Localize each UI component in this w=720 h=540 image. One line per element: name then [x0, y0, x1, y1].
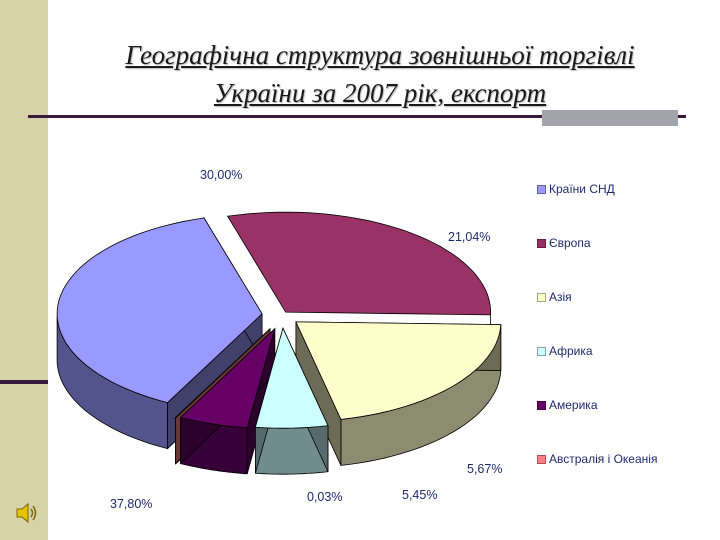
legend-swatch-0 [537, 185, 546, 195]
slice-top-4 [179, 327, 276, 429]
side-decoration-bar [0, 0, 48, 540]
legend-label-4: Америка [549, 398, 598, 412]
title-line-1: Географічна структура зовнішньої торгівл… [125, 40, 635, 70]
legend-item-4: Америка [537, 398, 598, 412]
data-label-0: 37,80% [110, 497, 153, 511]
pie-slice-2 [295, 321, 502, 466]
slice-top-3 [254, 327, 329, 429]
legend-item-2: Азія [537, 290, 572, 304]
data-label-4: 5,45% [402, 488, 438, 502]
title-divider [28, 115, 686, 118]
legend-swatch-5 [537, 455, 546, 465]
pie-slice-4 [179, 327, 276, 475]
legend-item-3: Африка [537, 344, 593, 358]
legend-label-1: Європа [549, 236, 591, 250]
legend-label-3: Африка [549, 344, 593, 358]
legend-item-1: Європа [537, 236, 591, 250]
slide-title: Географічна структура зовнішньої торгівл… [60, 36, 700, 112]
pie-slice-3 [254, 327, 329, 475]
slice-top-0 [56, 217, 263, 404]
data-label-2: 21,04% [448, 230, 491, 244]
title-line-2: України за 2007 рік, експорт [213, 78, 547, 108]
legend-swatch-3 [537, 347, 546, 357]
legend-swatch-1 [537, 239, 546, 249]
slice-top-1 [226, 211, 491, 316]
data-label-1: 30,00% [200, 168, 243, 182]
slice-top-2 [295, 321, 502, 420]
legend-swatch-2 [537, 293, 546, 303]
data-label-5: 0,03% [307, 490, 343, 504]
legend-label-2: Азія [549, 290, 572, 304]
legend-item-5: Австралія і Океанія [537, 452, 657, 466]
speaker-icon[interactable] [14, 500, 40, 526]
slice-top-5 [174, 328, 271, 419]
legend-swatch-4 [537, 401, 546, 411]
data-label-3: 5,67% [467, 462, 503, 476]
legend-label-0: Країни СНД [549, 182, 615, 196]
legend-item-0: Країни СНД [537, 182, 615, 196]
legend-label-5: Австралія і Океанія [549, 452, 658, 466]
side-divider [0, 380, 48, 384]
title-divider-accent [542, 110, 678, 126]
